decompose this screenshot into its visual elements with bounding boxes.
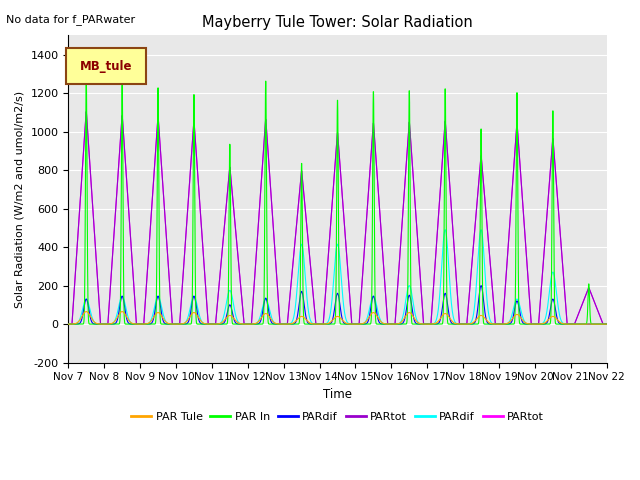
X-axis label: Time: Time xyxy=(323,388,352,401)
Title: Mayberry Tule Tower: Solar Radiation: Mayberry Tule Tower: Solar Radiation xyxy=(202,15,473,30)
Legend: PAR Tule, PAR In, PARdif, PARtot, PARdif, PARtot: PAR Tule, PAR In, PARdif, PARtot, PARdif… xyxy=(127,408,548,426)
Y-axis label: Solar Radiation (W/m2 and umol/m2/s): Solar Radiation (W/m2 and umol/m2/s) xyxy=(15,90,25,308)
Text: No data for f_PARwater: No data for f_PARwater xyxy=(6,14,136,25)
Text: MB_tule: MB_tule xyxy=(80,60,132,73)
FancyBboxPatch shape xyxy=(66,48,147,84)
